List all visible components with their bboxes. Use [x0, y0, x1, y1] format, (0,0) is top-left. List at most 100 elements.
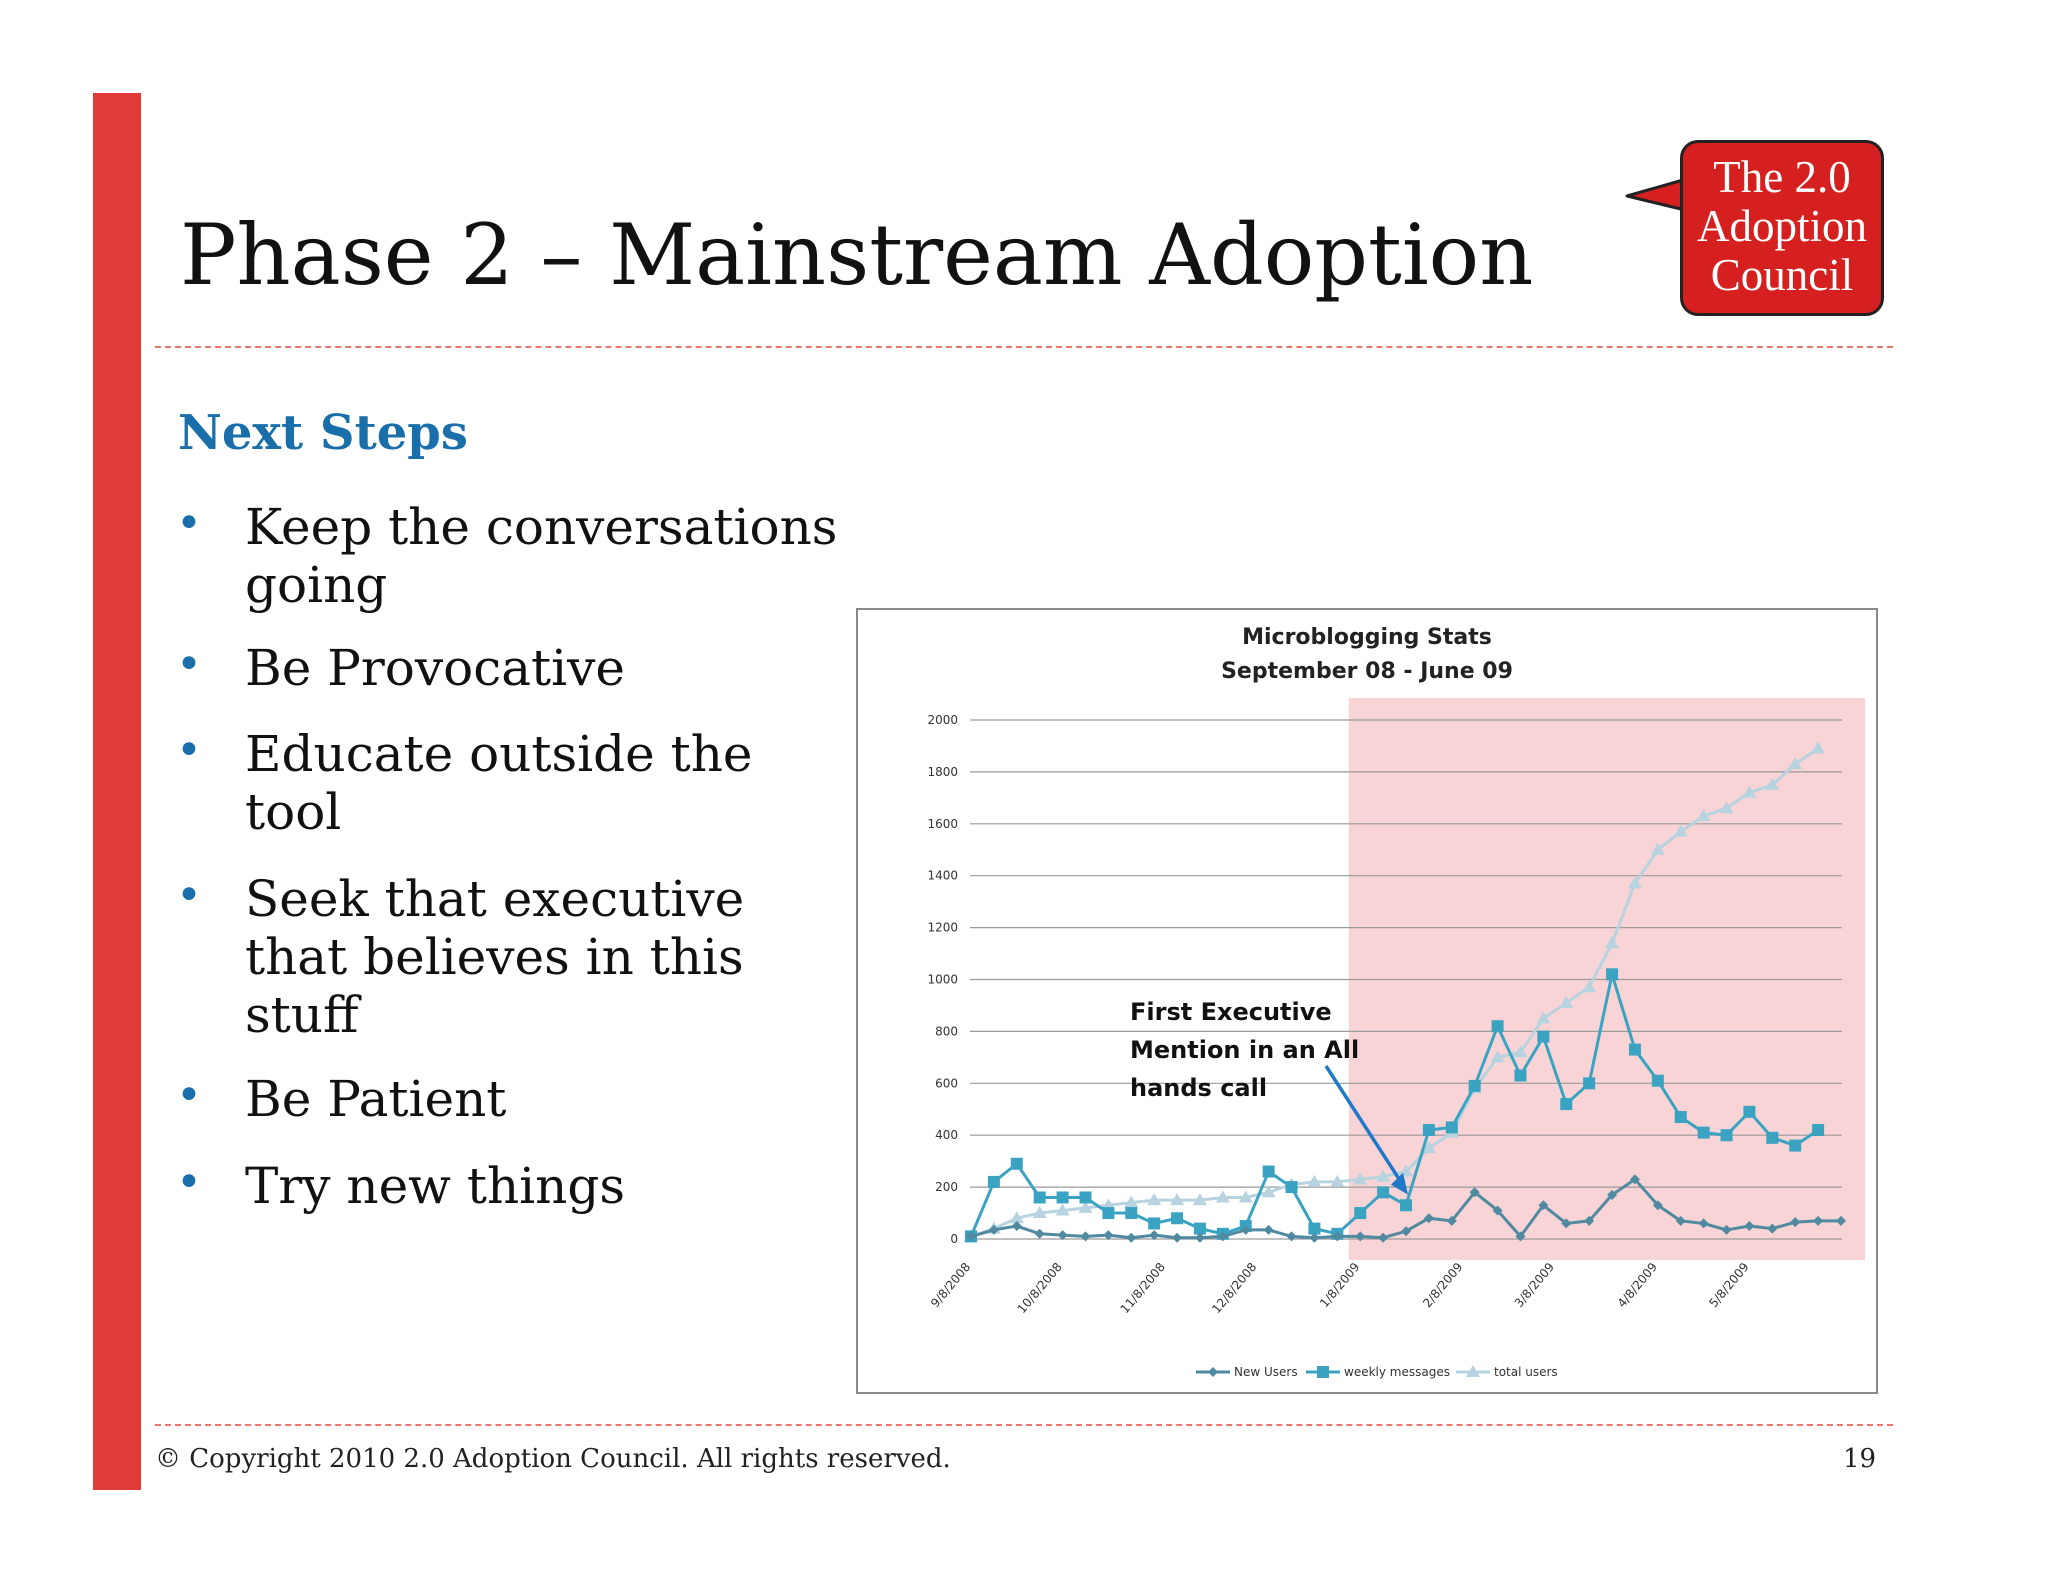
- title-divider: [155, 346, 1893, 348]
- footer-divider: [155, 1424, 1893, 1426]
- data-point: [1743, 1105, 1756, 1118]
- data-point: [1675, 1215, 1686, 1226]
- bullet-text: Try new things: [245, 1157, 626, 1215]
- bullet-marker: •: [176, 639, 202, 690]
- bullet-text: Seek that executive that believes in thi…: [245, 870, 745, 1044]
- page-number: 19: [1843, 1444, 1877, 1474]
- data-point: [1811, 741, 1826, 754]
- data-point: [1721, 1224, 1732, 1235]
- copyright-text: © Copyright 2010 2.0 Adoption Council. A…: [155, 1444, 951, 1474]
- bullet-marker: •: [176, 1157, 202, 1208]
- data-point: [1401, 1226, 1411, 1237]
- data-point: [1422, 1124, 1435, 1137]
- chart-subtitle: September 08 - June 09: [1221, 659, 1513, 684]
- data-point: [1332, 1231, 1343, 1242]
- data-point: [1353, 1172, 1368, 1185]
- data-point: [1719, 801, 1734, 814]
- data-point: [1378, 1232, 1389, 1243]
- data-point: [1079, 1191, 1092, 1204]
- data-point: [1170, 1193, 1185, 1206]
- accent-bar: [93, 93, 141, 1490]
- annotation-arrow: [1324, 1065, 1406, 1188]
- bullet-text: Be Provocative: [245, 639, 625, 697]
- data-point: [1308, 1222, 1321, 1235]
- bullet-text: Keep the conversations going: [245, 498, 838, 614]
- bullet-marker: •: [176, 870, 202, 921]
- data-point: [1377, 1186, 1390, 1199]
- data-point: [1490, 1050, 1505, 1063]
- data-point: [1033, 1191, 1046, 1204]
- data-point: [1744, 1221, 1755, 1232]
- data-point: [1009, 1211, 1024, 1224]
- data-point: [1055, 1203, 1070, 1216]
- data-point: [1032, 1206, 1047, 1219]
- data-point: [1673, 824, 1688, 837]
- data-point: [1261, 1185, 1276, 1198]
- data-point: [1651, 1074, 1664, 1087]
- data-point: [1194, 1232, 1205, 1243]
- data-point: [1125, 1207, 1138, 1220]
- slide-title: Phase 2 – Mainstream Adoption: [180, 206, 1534, 304]
- data-point: [1650, 842, 1665, 855]
- data-point: [1537, 1030, 1550, 1043]
- data-point: [1240, 1224, 1251, 1235]
- annotation-text: First Executive: [1130, 998, 1332, 1026]
- data-point: [1468, 1079, 1481, 1092]
- legend-label: weekly messages: [1344, 1365, 1450, 1379]
- y-tick-label: 1600: [927, 817, 958, 831]
- y-tick-label: 800: [935, 1024, 958, 1038]
- microblogging-chart: Microblogging Stats September 08 - June 0…: [856, 608, 1878, 1394]
- logo-line-2: Adoption: [1696, 201, 1867, 251]
- data-point: [1538, 1200, 1549, 1211]
- y-tick-label: 1000: [927, 973, 958, 987]
- data-point: [1263, 1224, 1274, 1235]
- data-point: [1789, 1139, 1802, 1152]
- data-point: [1208, 1367, 1218, 1377]
- chart-title: Microblogging Stats: [1242, 625, 1492, 650]
- data-point: [1513, 1045, 1528, 1058]
- data-point: [1080, 1231, 1091, 1242]
- data-point: [1238, 1190, 1253, 1203]
- data-point: [1469, 1187, 1480, 1198]
- chart-canvas: Microblogging Stats September 08 - June 0…: [856, 608, 1878, 1394]
- y-tick-label: 400: [935, 1128, 958, 1142]
- data-point: [1102, 1207, 1115, 1220]
- data-point: [1559, 995, 1574, 1008]
- data-point: [1582, 980, 1597, 993]
- adoption-council-logo: The 2.0 Adoption Council: [1680, 140, 1884, 316]
- data-point: [1056, 1191, 1069, 1204]
- y-tick-label: 1800: [927, 765, 958, 779]
- legend-label: New Users: [1234, 1365, 1298, 1379]
- data-point: [1103, 1230, 1114, 1241]
- data-point: [1217, 1231, 1228, 1242]
- data-point: [1215, 1190, 1230, 1203]
- data-point: [1423, 1213, 1434, 1224]
- data-point: [987, 1175, 1000, 1188]
- data-point: [1057, 1230, 1068, 1241]
- data-point: [1812, 1124, 1825, 1137]
- data-point: [1262, 1165, 1275, 1178]
- data-point: [1606, 968, 1619, 981]
- data-point: [1193, 1222, 1206, 1235]
- data-point: [988, 1224, 999, 1235]
- data-point: [1285, 1181, 1298, 1194]
- data-point: [1514, 1069, 1527, 1082]
- data-point: [1355, 1231, 1366, 1242]
- data-point: [1765, 777, 1780, 790]
- bullet-text: Educate outside the tool: [245, 725, 753, 841]
- data-point: [1148, 1217, 1161, 1230]
- data-point: [1445, 1121, 1458, 1134]
- bullet-marker: •: [176, 725, 202, 776]
- data-point: [1034, 1228, 1045, 1239]
- data-point: [1149, 1230, 1160, 1241]
- data-point: [1560, 1098, 1573, 1111]
- data-point: [1317, 1366, 1329, 1378]
- y-tick-label: 2000: [927, 713, 958, 727]
- data-point: [1172, 1232, 1183, 1243]
- data-point: [1421, 1141, 1436, 1154]
- data-point: [1309, 1232, 1320, 1243]
- data-point: [1742, 785, 1757, 798]
- data-point: [1583, 1077, 1596, 1090]
- data-point: [1627, 876, 1642, 889]
- data-point: [1536, 1011, 1551, 1024]
